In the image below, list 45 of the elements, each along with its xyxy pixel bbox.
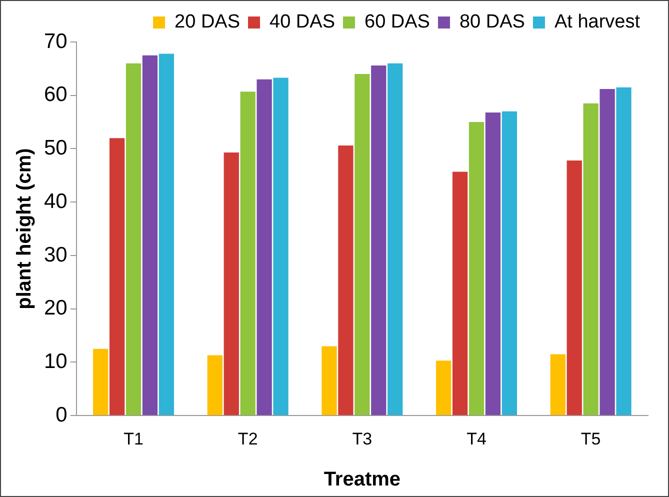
- bar: [240, 92, 256, 416]
- bar: [93, 348, 108, 416]
- y-tick-label: 50: [44, 136, 68, 160]
- bar: [256, 79, 272, 416]
- bar: [583, 103, 598, 416]
- bar: [126, 63, 142, 416]
- x-tick-label: T3: [352, 429, 372, 448]
- x-tick-label: T4: [466, 429, 486, 448]
- legend-label: 20 DAS: [174, 12, 240, 33]
- legend-label: 40 DAS: [270, 12, 336, 33]
- bar: [142, 55, 158, 416]
- y-tick-label: 30: [44, 243, 68, 266]
- bar: [566, 160, 582, 416]
- bar: [468, 122, 484, 416]
- bar: [109, 138, 125, 416]
- bar: [502, 111, 518, 416]
- x-tick-label: T5: [580, 429, 601, 448]
- y-tick-label: 40: [44, 190, 68, 213]
- bar: [600, 88, 615, 416]
- bar: [616, 87, 632, 416]
- bar: [322, 346, 337, 416]
- bar: [550, 354, 566, 416]
- y-tick-label: 20: [44, 296, 68, 320]
- bar: [436, 360, 452, 416]
- bar: [224, 152, 239, 416]
- bar: [485, 112, 501, 416]
- y-tick-label: 0: [56, 403, 68, 426]
- y-tick-label: 70: [44, 30, 68, 53]
- legend-label: At harvest: [554, 12, 641, 33]
- y-tick-label: 10: [44, 350, 68, 374]
- bar: [207, 355, 222, 416]
- legend-label: 60 DAS: [364, 12, 430, 33]
- y-tick-label: 60: [44, 83, 68, 106]
- bar: [338, 146, 354, 416]
- bar: [273, 78, 288, 416]
- bar: [158, 54, 174, 416]
- legend-label: 80 DAS: [459, 12, 525, 33]
- x-axis-title: Treatme: [324, 468, 401, 491]
- x-tick-label: T2: [238, 429, 258, 448]
- bar: [354, 74, 370, 416]
- y-axis-title: plant height (cm): [14, 148, 36, 310]
- bar: [388, 63, 403, 416]
- x-tick-label: T1: [124, 429, 144, 448]
- bar: [452, 172, 468, 416]
- bar: [371, 65, 386, 416]
